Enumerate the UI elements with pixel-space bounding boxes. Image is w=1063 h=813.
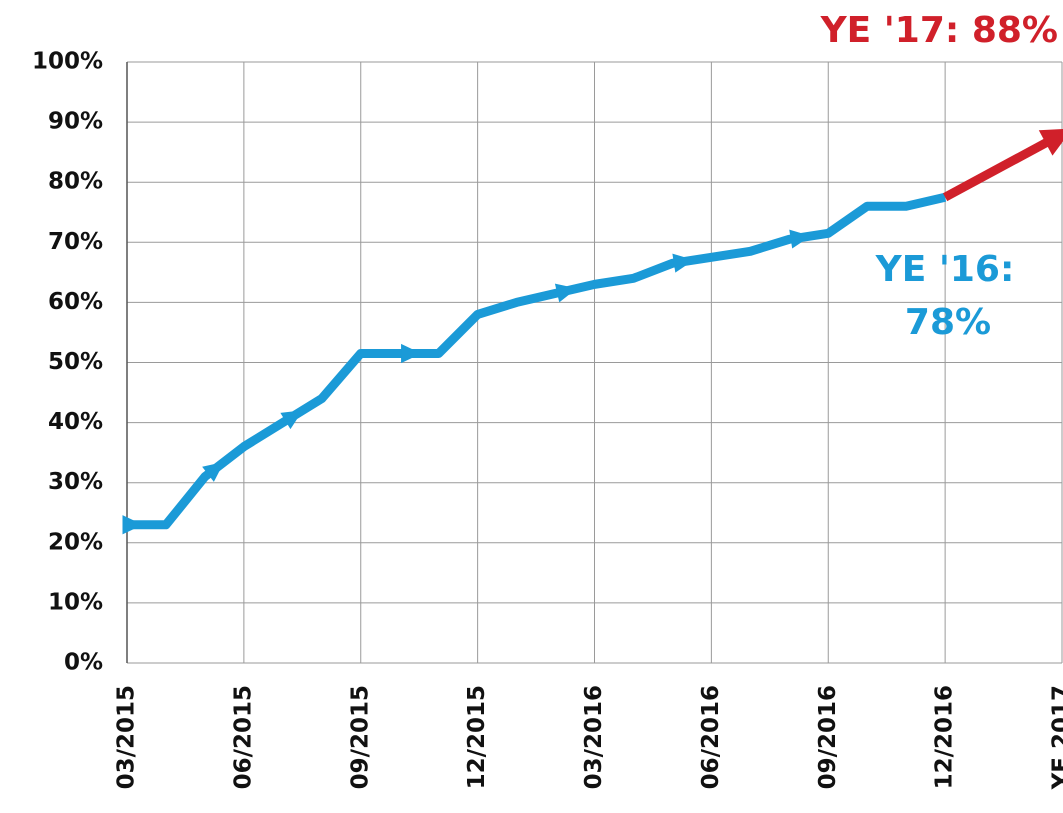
x-tick-label: 12/2015 xyxy=(464,685,490,789)
arrowhead xyxy=(202,461,225,482)
arrowhead xyxy=(280,410,303,430)
y-tick-label: 10% xyxy=(48,589,103,615)
y-tick-label: 50% xyxy=(48,349,103,375)
line xyxy=(942,130,1063,202)
x-tick-label: YE 2017 xyxy=(1049,685,1063,790)
y-tick-label: 20% xyxy=(48,529,103,555)
x-tick-label: 03/2016 xyxy=(581,685,607,789)
y-tick-label: 90% xyxy=(48,109,103,135)
y-tick-label: 100% xyxy=(32,49,103,75)
line xyxy=(127,192,947,530)
arrowhead xyxy=(672,253,695,273)
annotation: YE '16: xyxy=(875,249,1015,290)
y-tick-label: 70% xyxy=(48,229,103,255)
x-tick-label: 03/2015 xyxy=(114,685,140,789)
y-tick-label: 80% xyxy=(48,169,103,195)
arrowhead xyxy=(401,343,422,364)
arrowhead xyxy=(122,515,143,535)
annotation: 78% xyxy=(905,302,991,343)
annotation: YE '17: 88% xyxy=(820,10,1058,51)
x-tick-label: 06/2015 xyxy=(230,685,256,789)
grid xyxy=(126,61,1063,664)
y-tick-label: 60% xyxy=(48,289,103,315)
arrowhead xyxy=(554,283,577,303)
y-tick-label: 0% xyxy=(64,650,103,676)
x-tick-label: 09/2015 xyxy=(347,685,373,789)
arrowhead xyxy=(1038,128,1063,156)
x-tick-label: 06/2016 xyxy=(698,685,724,789)
y-tick-label: 40% xyxy=(48,409,103,435)
arrowhead xyxy=(789,229,811,249)
x-tick-label: 12/2016 xyxy=(932,685,958,789)
x-tick-label: 09/2016 xyxy=(815,685,841,789)
y-tick-label: 30% xyxy=(48,469,103,495)
